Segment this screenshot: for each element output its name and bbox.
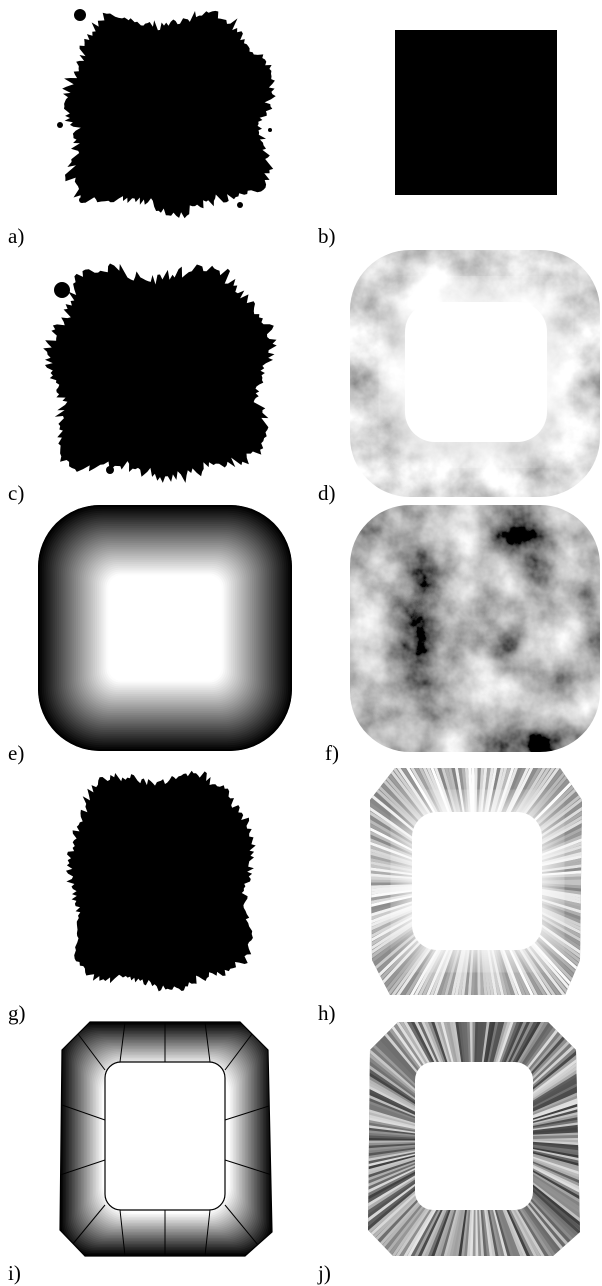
inner-fill	[412, 812, 542, 950]
speckle	[54, 282, 70, 298]
panel-label: f)	[325, 741, 339, 765]
speckle	[268, 128, 272, 132]
panel-label: a)	[8, 224, 24, 248]
panel-label: d)	[318, 481, 336, 505]
speckle	[74, 9, 86, 21]
blob	[43, 264, 277, 483]
panel-label: c)	[8, 481, 24, 505]
inner-hole	[415, 1062, 533, 1210]
gradient-ring	[112, 579, 218, 677]
panel-label: j)	[317, 1261, 331, 1285]
figure: a) b) c) d) e) f) g) h) i) j)	[0, 0, 602, 1286]
blob	[62, 11, 276, 218]
speckle	[237, 202, 243, 208]
panel-label: e)	[8, 741, 24, 765]
noise-texture	[350, 505, 600, 752]
panel-label: b)	[318, 224, 336, 248]
gradient-frame	[55, 1015, 280, 1265]
inner-fill	[105, 1062, 225, 1210]
cloud-border	[350, 250, 600, 497]
distance-gradient	[38, 505, 292, 751]
panel-label: h)	[318, 1001, 336, 1025]
panel-label: g)	[8, 1001, 26, 1025]
panel-label: i)	[8, 1261, 21, 1285]
square	[395, 30, 557, 195]
blob	[66, 771, 256, 992]
speckle	[106, 466, 114, 474]
speckle	[57, 122, 63, 128]
speckle	[79, 197, 85, 203]
